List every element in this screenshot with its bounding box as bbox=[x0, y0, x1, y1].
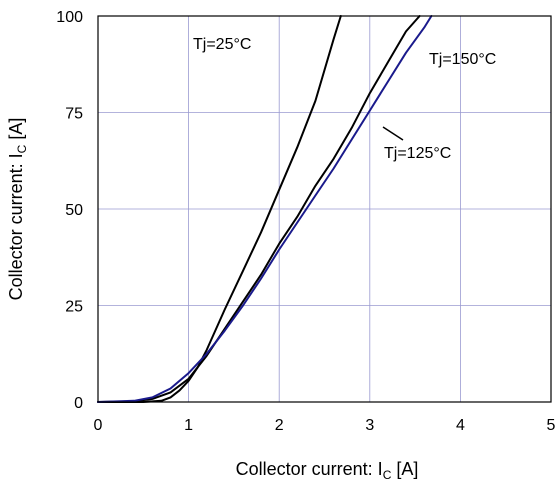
x-tick-label-4: 4 bbox=[456, 417, 465, 434]
y-axis-title: Collector current: IC [A] bbox=[6, 118, 29, 301]
y-tick-label-3: 75 bbox=[65, 106, 83, 123]
x-tick-label-5: 5 bbox=[547, 417, 556, 434]
x-axis-title-sub: C bbox=[383, 468, 392, 482]
x-tick-label-3: 3 bbox=[365, 417, 374, 434]
series-line-0 bbox=[97, 15, 342, 403]
y-tick-label-1: 25 bbox=[65, 299, 83, 316]
tj125-leader-line bbox=[382, 126, 404, 141]
grid-lines bbox=[98, 16, 551, 402]
y-tick-label-4: 100 bbox=[56, 9, 83, 26]
y-tick-labels: 0 25 50 75 100 bbox=[56, 9, 83, 412]
y-axis-title-main: Collector current: I bbox=[6, 153, 26, 300]
series-line-1 bbox=[97, 15, 421, 403]
annotation-tj150: Tj=150°C bbox=[429, 51, 496, 68]
x-axis-title: Collector current: IC [A] bbox=[236, 459, 419, 482]
x-tick-labels: 0 1 2 3 4 5 bbox=[94, 417, 556, 434]
annotation-tj25: Tj=25°C bbox=[193, 36, 251, 53]
curves bbox=[97, 15, 433, 403]
x-tick-label-0: 0 bbox=[94, 417, 103, 434]
y-axis-title-tail: [A] bbox=[6, 118, 26, 145]
x-axis-title-main: Collector current: I bbox=[236, 459, 383, 479]
y-axis-title-sub: C bbox=[15, 144, 29, 153]
annotation-tj125: Tj=125°C bbox=[384, 145, 451, 162]
x-tick-label-1: 1 bbox=[184, 417, 193, 434]
plot-frame bbox=[97, 15, 552, 403]
series-line-2 bbox=[97, 15, 433, 403]
x-axis-title-tail: [A] bbox=[391, 459, 418, 479]
x-tick-label-2: 2 bbox=[275, 417, 284, 434]
y-tick-label-0: 0 bbox=[74, 395, 83, 412]
y-tick-label-2: 50 bbox=[65, 202, 83, 219]
